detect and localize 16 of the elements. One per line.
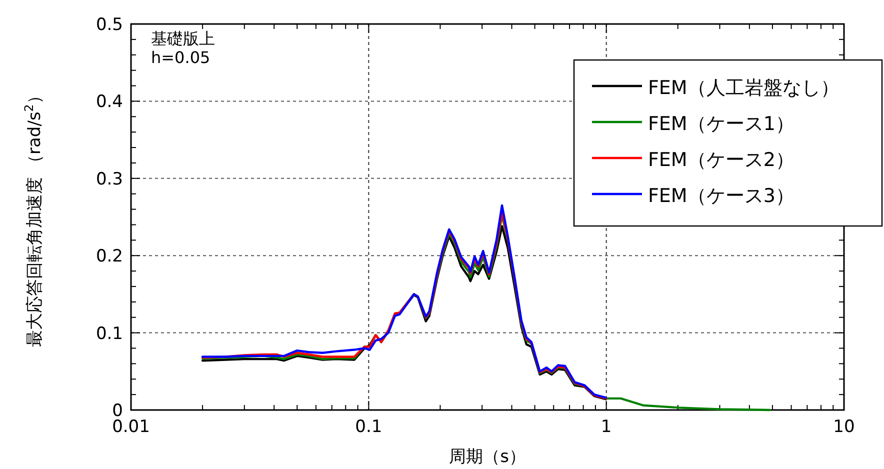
- x-tick-label: 0.01: [112, 417, 150, 437]
- legend-label: FEM（ケース2）: [648, 149, 794, 171]
- y-tick-label: 0.1: [96, 324, 123, 344]
- y-tick-label: 0.4: [96, 92, 123, 112]
- x-axis-title: 周期（s）: [449, 447, 526, 467]
- x-tick-label: 0.1: [355, 417, 382, 437]
- y-tick-label: 0.3: [96, 169, 123, 190]
- x-tick-label: 1: [600, 417, 612, 437]
- annotation: h=0.05: [151, 48, 210, 67]
- y-tick-label: 0.5: [96, 15, 123, 35]
- y-tick-label: 0.2: [96, 246, 123, 267]
- annotation: 基礎版上: [151, 29, 215, 48]
- legend-label: FEM（人工岩盤なし）: [648, 77, 840, 99]
- legend-label: FEM（ケース1）: [648, 113, 794, 135]
- x-tick-label: 10: [833, 417, 855, 437]
- legend-label: FEM（ケース3）: [648, 185, 794, 207]
